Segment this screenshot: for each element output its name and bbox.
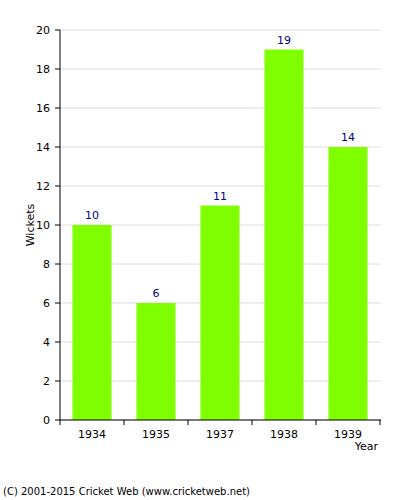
annotation: (C) 2001-2015 Cricket Web (www.cricketwe…: [3, 486, 250, 497]
bar: [264, 50, 303, 421]
y-tick: [55, 108, 60, 109]
y-tick-label: 4: [43, 336, 50, 349]
y-axis-label: Wickets: [24, 203, 37, 246]
x-tick: [60, 420, 61, 425]
y-tick: [55, 342, 60, 343]
y-tick: [55, 147, 60, 148]
y-tick-label: 20: [36, 24, 50, 37]
background: [0, 0, 400, 500]
grid-line: [60, 69, 381, 70]
y-tick: [55, 264, 60, 265]
x-tick: [124, 420, 125, 425]
x-tick: [188, 420, 189, 425]
y-tick-label: 0: [43, 414, 50, 427]
y-axis: [60, 30, 61, 420]
y-tick: [55, 69, 60, 70]
x-tick: [316, 420, 317, 425]
y-tick: [55, 303, 60, 304]
bar: [136, 303, 175, 420]
x-tick-label: 1937: [206, 428, 234, 441]
bar: [328, 147, 367, 420]
data-label: 11: [213, 190, 227, 203]
x-tick-label: 1935: [142, 428, 170, 441]
y-tick: [55, 420, 60, 421]
y-tick: [55, 225, 60, 226]
x-tick-label: 1934: [78, 428, 106, 441]
y-tick-label: 14: [36, 141, 50, 154]
y-tick-label: 10: [36, 219, 50, 232]
data-label: 6: [153, 287, 160, 300]
x-tick: [380, 420, 381, 425]
y-tick-label: 2: [43, 375, 50, 388]
grid-line: [60, 420, 381, 421]
grid-line: [60, 108, 381, 109]
data-label: 19: [277, 34, 291, 47]
x-tick-label: 1938: [270, 428, 298, 441]
x-axis-label: Year: [354, 440, 379, 453]
y-tick: [55, 381, 60, 382]
bar: [200, 206, 239, 421]
data-label: 14: [341, 131, 355, 144]
y-tick-label: 8: [43, 258, 50, 271]
chart: 0 2 4 6 8 10 12 14 16 18 20 10 6 11 19 14 1934 1935 1937 19…: [0, 0, 400, 500]
bar: [72, 225, 111, 420]
y-tick-label: 6: [43, 297, 50, 310]
grid-line: [60, 30, 381, 31]
y-tick: [55, 30, 60, 31]
data-label: 10: [85, 209, 99, 222]
y-tick-label: 16: [36, 102, 50, 115]
y-tick-label: 18: [36, 63, 50, 76]
x-tick: [252, 420, 253, 425]
y-tick-label: 12: [36, 180, 50, 193]
x-axis: [60, 420, 381, 421]
bars: [72, 50, 367, 421]
y-tick: [55, 186, 60, 187]
